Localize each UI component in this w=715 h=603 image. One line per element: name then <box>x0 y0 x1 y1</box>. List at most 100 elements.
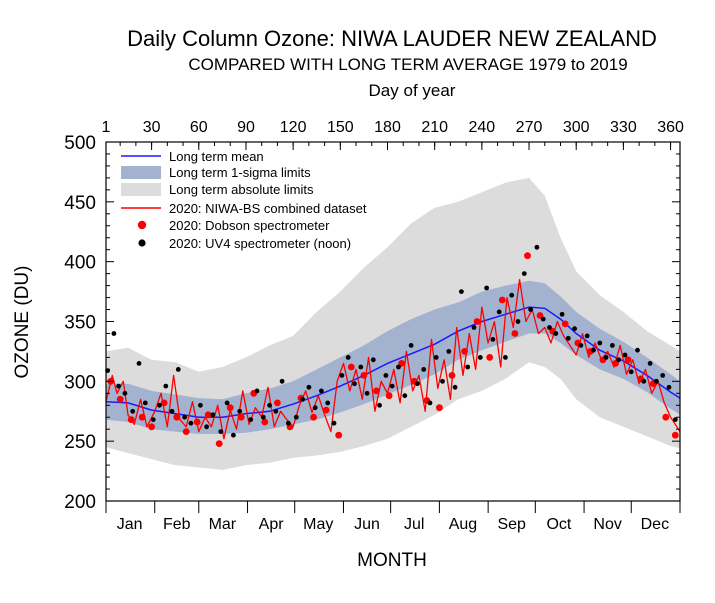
dobson-point <box>335 431 343 439</box>
uv4-point <box>364 390 370 396</box>
uv4-point <box>503 355 508 360</box>
dobson-point <box>511 330 519 337</box>
uv4-point <box>300 396 305 402</box>
uv4-point <box>248 417 254 422</box>
uv4-point <box>111 331 117 336</box>
uv4-point <box>267 402 272 408</box>
month-label: May <box>303 516 333 533</box>
dobson-point <box>486 354 494 361</box>
uv4-point <box>415 381 420 387</box>
uv4-point <box>597 340 603 346</box>
month-label: Dec <box>641 516 669 533</box>
top-tick-label: 210 <box>421 119 448 136</box>
uv4-point <box>452 384 458 390</box>
uv4-point <box>389 383 395 389</box>
dobson-point <box>436 404 443 412</box>
uv4-point <box>188 420 194 426</box>
dobson-point <box>448 372 456 379</box>
dobson-point <box>138 413 146 421</box>
dobson-point <box>160 399 168 407</box>
uv4-point <box>528 307 533 312</box>
dobson-point <box>274 399 281 407</box>
uv4-point <box>622 352 628 358</box>
uv4-point <box>279 378 285 384</box>
uv4-point <box>616 357 622 363</box>
top-tick-label: 300 <box>563 119 590 136</box>
legend-mean-label: Long term mean <box>169 149 264 164</box>
uv4-point <box>610 343 615 348</box>
plot-bands <box>106 177 680 470</box>
uv4-point <box>433 355 439 360</box>
dobson-point <box>561 320 569 328</box>
axes: 200 250 300 350 400 450 500 1 30 60 90 120 150 180 210… <box>64 119 684 533</box>
uv4-point <box>660 373 666 378</box>
y-tick-label: 300 <box>64 372 96 393</box>
legend-dobson-label: 2020: Dobson spectrometer <box>169 218 330 233</box>
dobson-point <box>204 411 212 419</box>
uv4-point <box>540 316 546 322</box>
uv4-point <box>218 429 224 434</box>
uv4-point <box>509 292 515 298</box>
y-tick-label: 350 <box>64 313 96 334</box>
month-label: Aug <box>449 516 477 533</box>
uv4-point <box>325 400 331 406</box>
uv4-point <box>484 285 489 291</box>
y-axis-label: OZONE (DU) <box>12 266 33 379</box>
legend-uv4-label: 2020: UV4 spectrometer (noon) <box>169 236 351 251</box>
uv4-point <box>122 390 128 396</box>
top-axis-label: Day of year <box>369 81 456 100</box>
legend-absolute-label: Long term absolute limits <box>169 182 314 197</box>
plot-points <box>105 244 679 447</box>
legend-dobson-marker <box>137 220 147 230</box>
uv4-point <box>273 408 279 414</box>
uv4-point <box>641 378 647 384</box>
month-label: Sep <box>497 516 526 533</box>
uv4-point <box>578 343 584 348</box>
uv4-point <box>490 337 496 342</box>
month-label: Jul <box>404 516 424 533</box>
uv4-point <box>175 367 181 372</box>
uv4-point <box>370 357 376 363</box>
uv4-point <box>198 402 203 408</box>
top-tick-label: 270 <box>516 119 543 136</box>
top-tick-label: 120 <box>280 119 307 136</box>
uv4-point <box>210 412 216 418</box>
uv4-point <box>547 325 552 330</box>
top-tick-label: 360 <box>657 119 684 136</box>
uv4-point <box>521 271 527 276</box>
dobson-point <box>624 356 632 364</box>
uv4-point <box>440 378 445 384</box>
uv4-point <box>635 347 640 353</box>
legend-absolute-swatch <box>121 183 161 196</box>
uv4-point <box>591 347 596 353</box>
uv4-point <box>628 369 634 375</box>
uv4-point <box>116 383 121 389</box>
month-label: Feb <box>163 516 191 533</box>
dobson-point <box>461 348 468 355</box>
uv4-point <box>465 364 471 370</box>
uv4-point <box>130 408 136 414</box>
sigma-limits-band <box>106 280 680 434</box>
dobson-point <box>173 413 181 421</box>
dobson-point <box>182 428 190 435</box>
x-axis-label: MONTH <box>357 550 427 571</box>
uv4-point <box>377 402 382 408</box>
y-tick-label: 500 <box>64 133 96 154</box>
legend-niwa-label: 2020: NIWA-BS combined dataset <box>169 201 367 216</box>
uv4-point <box>231 432 236 438</box>
month-label: Mar <box>209 516 237 533</box>
uv4-point <box>345 355 351 360</box>
dobson-point <box>193 418 201 426</box>
dobson-point <box>215 440 223 447</box>
uv4-point <box>163 383 169 389</box>
uv4-point <box>534 244 540 250</box>
uv4-point <box>584 333 590 339</box>
y-tick-label: 200 <box>64 492 96 513</box>
uv4-point <box>260 414 266 420</box>
top-tick-label: 150 <box>327 119 354 136</box>
legend-uv4-marker <box>138 239 146 247</box>
dobson-point <box>127 416 135 423</box>
month-label: Nov <box>593 516 621 533</box>
uv4-point <box>142 400 148 406</box>
